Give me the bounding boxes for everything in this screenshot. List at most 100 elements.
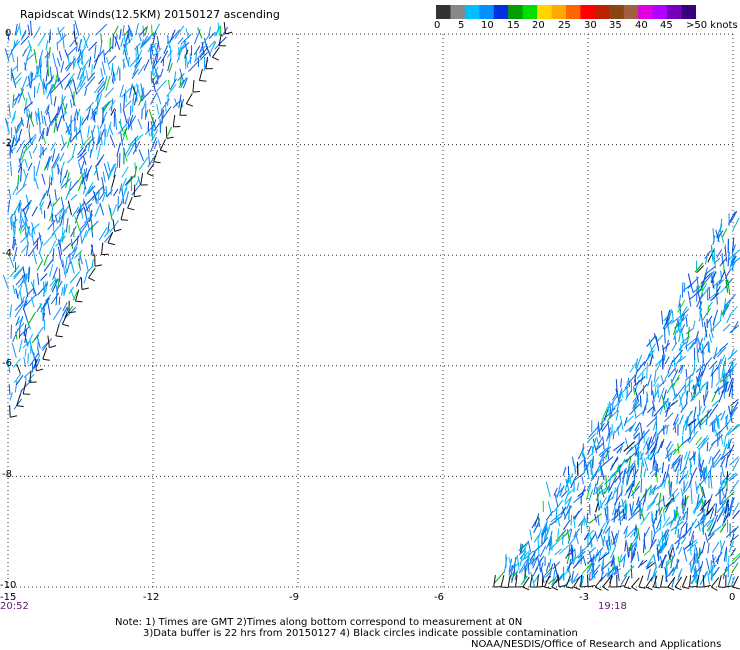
wind-vector — [37, 62, 41, 78]
wind-vector — [592, 438, 598, 454]
wind-vector — [61, 205, 70, 215]
wind-vector — [91, 130, 95, 145]
edge-barb — [696, 575, 700, 588]
wind-vector — [732, 502, 740, 514]
wind-vector — [646, 553, 655, 566]
wind-vector — [52, 228, 58, 240]
wind-vector — [671, 566, 678, 577]
wind-vector — [63, 283, 68, 297]
wind-vector — [693, 421, 701, 430]
wind-vector — [519, 556, 523, 567]
wind-vector — [727, 439, 730, 450]
edge-barb — [88, 267, 96, 279]
wind-vector — [174, 25, 185, 40]
wind-vector — [653, 527, 661, 535]
wind-vector — [52, 197, 61, 207]
wind-vector — [586, 561, 594, 574]
wind-vector — [48, 46, 51, 59]
wind-vector — [70, 235, 80, 247]
wind-vector — [117, 201, 124, 209]
wind-vector — [727, 444, 735, 459]
wind-vector — [57, 26, 65, 36]
edge-barb — [616, 585, 624, 588]
wind-vector — [576, 482, 580, 491]
wind-vector — [689, 461, 692, 475]
wind-vector — [561, 506, 567, 519]
wind-vector — [649, 354, 653, 367]
wind-vector — [532, 567, 539, 577]
wind-vector — [618, 386, 629, 396]
wind-vector — [18, 202, 22, 213]
wind-vector — [610, 468, 620, 478]
wind-vector — [634, 481, 641, 491]
wind-vector — [635, 536, 638, 548]
wind-vector — [72, 130, 81, 139]
wind-vector — [545, 481, 551, 497]
wind-vector — [31, 232, 35, 245]
wind-vector — [13, 268, 23, 280]
wind-vector — [22, 341, 30, 349]
wind-vector — [8, 188, 12, 200]
legend-swatch — [479, 5, 495, 19]
wind-vector — [76, 276, 82, 287]
wind-vector — [689, 453, 696, 461]
wind-vector — [709, 508, 715, 520]
wind-vector — [44, 104, 50, 114]
legend-label-40: 40 — [635, 20, 648, 31]
wind-vector — [723, 511, 731, 523]
wind-vector — [640, 559, 648, 566]
edge-barb — [565, 575, 571, 588]
edge-barb — [146, 172, 154, 177]
wind-vector — [129, 56, 140, 68]
edge-barb — [515, 575, 518, 588]
edge-barb — [107, 231, 114, 244]
wind-vector — [594, 513, 597, 523]
wind-vector — [629, 530, 636, 538]
wind-vector — [629, 442, 640, 452]
wind-vector — [611, 530, 616, 547]
wind-vector — [144, 109, 148, 120]
wind-vector — [663, 342, 671, 350]
wind-vector — [103, 51, 106, 64]
wind-vector — [731, 576, 736, 586]
wind-vector — [645, 441, 650, 451]
wind-vector — [731, 244, 736, 254]
edge-barb — [121, 219, 129, 221]
wind-vector — [701, 486, 706, 499]
wind-vector — [658, 379, 667, 388]
wind-vector — [86, 106, 91, 121]
wind-vector — [646, 335, 657, 347]
wind-vector — [674, 335, 677, 345]
wind-vector — [150, 92, 158, 105]
wind-vector — [132, 93, 135, 105]
wind-vector — [590, 473, 598, 482]
wind-vector — [39, 201, 45, 211]
wind-vector — [21, 245, 28, 254]
wind-vector — [82, 176, 87, 190]
wind-vector — [630, 485, 640, 497]
wind-vector — [623, 441, 635, 452]
wind-vector — [694, 552, 697, 564]
wind-vector — [722, 568, 729, 576]
wind-vector — [79, 255, 83, 265]
wind-vector — [669, 547, 674, 559]
wind-vector — [639, 504, 641, 520]
wind-vector — [693, 419, 696, 434]
edge-barb — [580, 574, 583, 588]
wind-vector — [138, 32, 142, 42]
wind-vector — [708, 525, 722, 537]
legend-swatch — [464, 5, 480, 19]
wind-vector — [727, 252, 730, 267]
edge-barb — [551, 577, 560, 588]
wind-vector — [77, 146, 84, 156]
wind-vector — [674, 459, 681, 473]
wind-vector — [132, 85, 137, 96]
wind-vector — [590, 466, 603, 480]
edge-barb — [9, 405, 11, 418]
wind-vector — [675, 355, 683, 366]
wind-vector — [61, 32, 65, 49]
edge-barb — [537, 586, 545, 588]
wind-vector — [53, 74, 58, 89]
wind-vector — [667, 368, 676, 378]
wind-vector — [729, 324, 740, 334]
